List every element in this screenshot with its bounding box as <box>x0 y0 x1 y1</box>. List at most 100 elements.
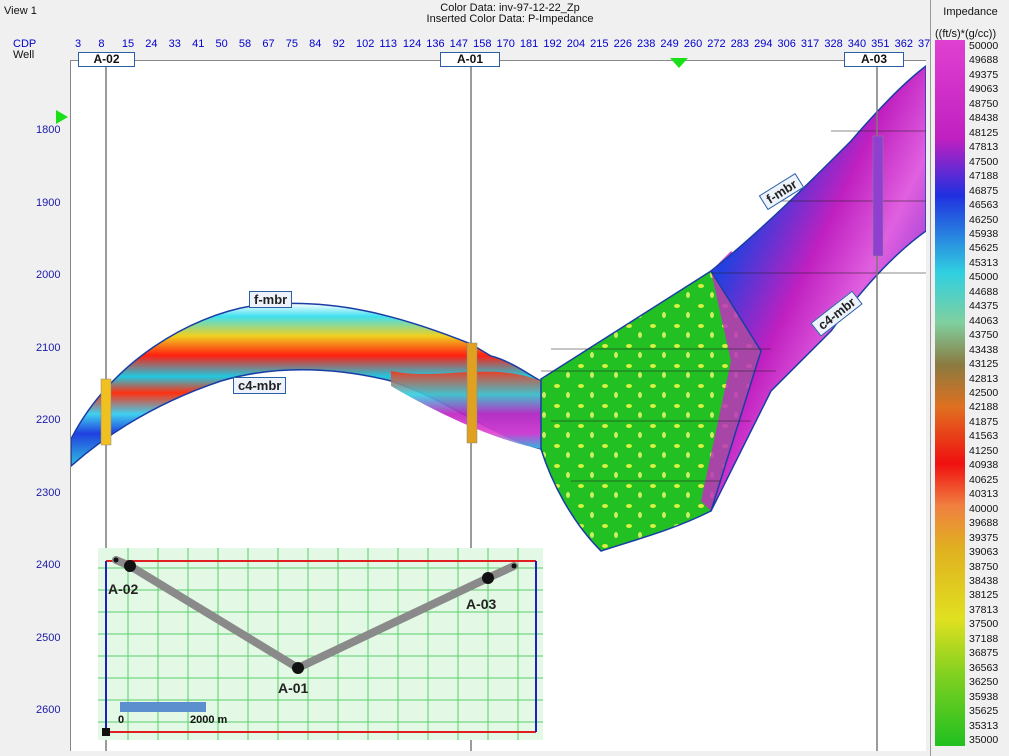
legend-value-label: 41563 <box>969 430 999 443</box>
well-path <box>112 556 518 673</box>
legend-value-label: 47813 <box>969 141 999 154</box>
scale-bar <box>120 702 206 712</box>
legend-value-label: 41875 <box>969 415 999 428</box>
well-marker-a01[interactable] <box>292 662 304 674</box>
legend-value-label: 48750 <box>969 97 999 110</box>
legend-value-label: 44688 <box>969 285 999 298</box>
legend-value-label: 40000 <box>969 502 999 515</box>
scale-start-label: 0 <box>118 714 125 726</box>
legend-value-label: 44063 <box>969 314 999 327</box>
cdp-tick-label: 58 <box>238 38 252 50</box>
legend-value-label: 49375 <box>969 68 999 81</box>
position-marker-icon[interactable] <box>670 58 688 68</box>
legend-value-label: 43125 <box>969 358 999 371</box>
annotation-f-mbr-left: f-mbr <box>249 291 293 308</box>
legend-value-label: 35000 <box>969 734 999 746</box>
legend-value-label: 35625 <box>969 705 999 718</box>
legend-value-label: 48125 <box>969 126 999 139</box>
cdp-tick-label: 226 <box>613 38 632 50</box>
cdp-tick-label: 124 <box>402 38 422 50</box>
color-data-titles: Color Data: inv-97-12-22_Zp Inserted Col… <box>300 3 720 25</box>
legend-value-label: 49063 <box>969 83 999 96</box>
legend-value-label: 41250 <box>969 444 999 457</box>
legend-value-label: 43750 <box>969 329 999 342</box>
time-tick-label: 2200 <box>36 414 61 426</box>
legend-value-label: 38125 <box>969 589 999 602</box>
legend-value-label: 47188 <box>969 170 999 183</box>
legend-value-label: 49688 <box>969 54 999 67</box>
cdp-tick-label: 294 <box>754 38 773 50</box>
time-tick-label: 2000 <box>36 269 61 281</box>
legend-value-label: 42188 <box>969 401 999 414</box>
inset-map: A-02 A-01 A-03 0 2000 m <box>98 548 543 740</box>
cdp-tick-label: 113 <box>379 38 397 50</box>
inset-label-a02: A-02 <box>108 581 139 597</box>
legend-value-label: 36250 <box>969 676 999 689</box>
legend-value-label: 45313 <box>969 256 999 269</box>
well-tag-a02[interactable]: A-02 <box>78 52 135 67</box>
cdp-tick-label: 204 <box>566 38 586 50</box>
legend-value-label: 36875 <box>969 647 999 660</box>
legend-value-label: 45625 <box>969 242 999 255</box>
legend-value-label: 38750 <box>969 560 999 573</box>
cdp-tick-label: 192 <box>543 38 562 50</box>
cdp-tick-label: 67 <box>262 38 275 50</box>
cdp-tick-label: 50 <box>215 38 228 50</box>
cdp-tick-label: 158 <box>473 38 492 50</box>
well-tag-a03[interactable]: A-03 <box>844 52 904 67</box>
legend-value-label: 40313 <box>969 488 999 501</box>
legend-value-label: 39375 <box>969 531 999 544</box>
legend-value-label: 38438 <box>969 574 999 587</box>
legend-value-label: 42500 <box>969 387 999 399</box>
well-axis-label: Well <box>13 49 35 61</box>
cdp-tick-label: 170 <box>496 38 515 50</box>
well-log-a01 <box>466 342 478 444</box>
cdp-tick-label: 328 <box>824 38 843 50</box>
legend-value-label: 48438 <box>969 112 999 125</box>
view-title: View 1 <box>4 5 37 17</box>
legend-value-label: 39688 <box>969 517 999 530</box>
color-data-label: Color Data: inv-97-12-22_Zp <box>440 2 580 14</box>
cdp-tick-label: 260 <box>683 38 703 50</box>
inset-map-svg <box>98 548 543 740</box>
cdp-tick-label: 92 <box>332 38 345 50</box>
cdp-tick-label: 351 <box>871 38 890 50</box>
legend-value-label: 39063 <box>969 546 999 559</box>
cdp-tick-label: 8 <box>98 38 105 50</box>
legend-value-label: 42813 <box>969 372 999 385</box>
scale-end-label: 2000 m <box>190 714 228 726</box>
time-tick-label: 2600 <box>36 704 61 716</box>
cdp-tick-label: 84 <box>309 38 322 50</box>
well-tag-a01[interactable]: A-01 <box>440 52 500 67</box>
cdp-tick-label: 181 <box>519 38 539 50</box>
legend-value-label: 43438 <box>969 343 999 356</box>
legend-unit: ((ft/s)*(g/cc)) <box>935 28 997 40</box>
horizon-lines <box>541 130 926 482</box>
legend-title: Impedance <box>943 6 998 18</box>
cdp-tick-label: 75 <box>285 38 298 50</box>
seismic-band-mid <box>391 371 541 449</box>
cdp-tick-label: 340 <box>847 38 867 50</box>
cdp-tick-label: 362 <box>894 38 913 50</box>
legend-color-bar <box>935 40 965 746</box>
legend-value-label: 44375 <box>969 300 999 313</box>
cdp-tick-label: 3 <box>75 38 82 50</box>
cdp-tick-label: 41 <box>192 38 205 50</box>
legend-value-label: 35313 <box>969 719 999 732</box>
cdp-tick-label: 33 <box>168 38 181 50</box>
time-tick-label: 1900 <box>36 196 61 209</box>
cdp-tick-label: 15 <box>121 38 135 50</box>
legend-value-label: 46563 <box>969 199 999 212</box>
cdp-tick-label: 317 <box>800 38 820 50</box>
play-marker-icon[interactable] <box>56 110 68 124</box>
cdp-tick-label: 102 <box>356 38 375 50</box>
cdp-tick-label: 238 <box>637 38 656 50</box>
well-marker-a02[interactable] <box>124 560 136 572</box>
time-axis: 1800 1900 2000 2100 2200 2300 2400 2500 2600 <box>0 60 70 750</box>
well-log-a03 <box>872 135 884 257</box>
inset-label-a03: A-03 <box>466 596 497 612</box>
well-marker-a03[interactable] <box>482 572 494 584</box>
annotation-c4-mbr-left: c4-mbr <box>233 377 287 394</box>
cdp-tick-label: 249 <box>660 38 679 50</box>
